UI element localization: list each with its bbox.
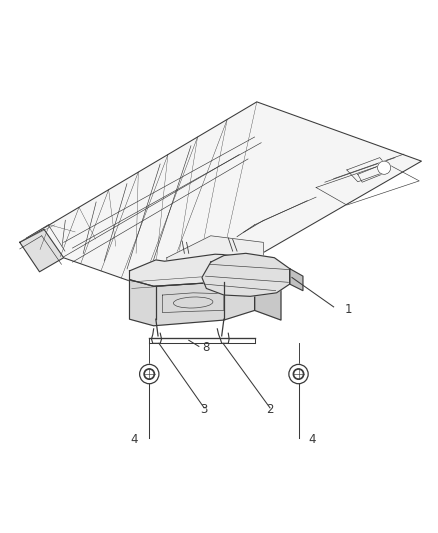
Circle shape (294, 370, 301, 377)
Text: 4: 4 (307, 433, 315, 447)
Polygon shape (201, 253, 289, 296)
Polygon shape (166, 236, 263, 280)
Circle shape (288, 365, 307, 384)
Circle shape (144, 369, 154, 379)
Circle shape (293, 369, 303, 379)
Polygon shape (289, 269, 302, 290)
Circle shape (139, 365, 159, 384)
Circle shape (145, 370, 152, 377)
Polygon shape (254, 271, 280, 320)
Text: 3: 3 (200, 402, 207, 416)
Text: 8: 8 (201, 341, 209, 354)
Polygon shape (129, 254, 254, 286)
Polygon shape (20, 102, 420, 300)
Polygon shape (20, 229, 64, 272)
Text: 1: 1 (344, 303, 351, 316)
Text: 2: 2 (265, 402, 273, 416)
Circle shape (377, 161, 390, 174)
Polygon shape (129, 271, 254, 326)
Text: 4: 4 (130, 433, 138, 447)
